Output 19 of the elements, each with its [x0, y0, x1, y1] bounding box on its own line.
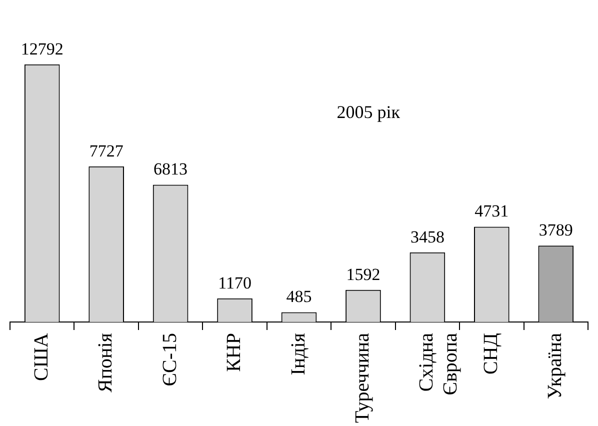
data-label: 3458 [410, 227, 444, 246]
data-label: 485 [286, 287, 312, 306]
data-label: 12792 [20, 39, 64, 58]
data-label: 4731 [474, 202, 509, 221]
data-label: 6813 [154, 160, 188, 179]
x-tick-label: Індія [287, 333, 310, 376]
x-tick-label: Японія [94, 333, 117, 393]
data-label: 3789 [538, 220, 573, 240]
x-tick-label: ЄС-15 [158, 333, 181, 386]
x-tick-label: СНД [480, 332, 502, 374]
x-tick-label: КНР [223, 333, 246, 372]
x-tick-label: Туреччина [351, 332, 374, 423]
x-tick-label: Україна [544, 332, 566, 400]
x-tick-label: США [30, 332, 52, 381]
data-label: 1170 [218, 273, 252, 292]
data-label: 7727 [89, 141, 124, 160]
text: 2005 рік [336, 102, 400, 122]
data-label: 1592 [346, 264, 380, 284]
x-tick-label: Східна Європа [416, 332, 462, 396]
